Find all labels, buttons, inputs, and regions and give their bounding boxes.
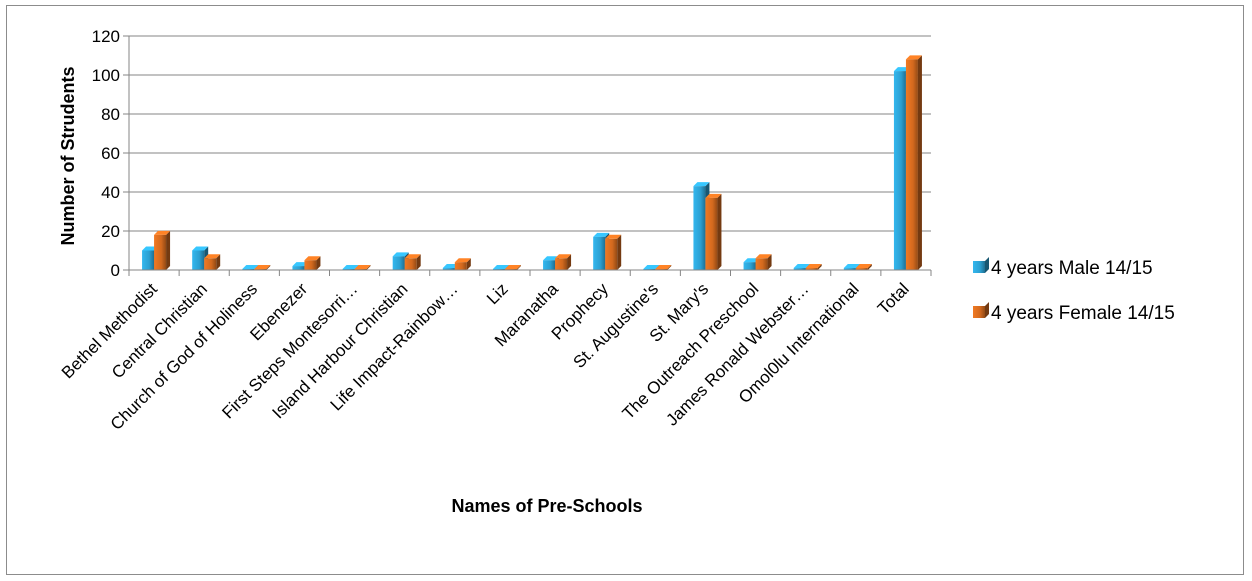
bar — [755, 254, 772, 270]
gridlines — [129, 35, 931, 232]
y-axis-ticks: 0 20 40 60 80 100 120 — [92, 27, 932, 280]
y-tick-label: 60 — [101, 144, 120, 163]
bar — [204, 254, 221, 270]
legend-item: 4 years Male 14/15 — [973, 257, 1153, 279]
chart-area: 0 20 40 60 80 100 120 Bethel Methodist Central … — [6, 5, 1244, 575]
bar — [555, 254, 572, 270]
y-tick-label: 80 — [101, 105, 120, 124]
y-tick-label: 120 — [92, 27, 120, 46]
y-tick-label: 40 — [101, 183, 120, 202]
axes — [128, 36, 931, 271]
bar — [154, 230, 171, 270]
x-category-label: Total — [874, 279, 913, 318]
legend-item: 4 years Female 14/15 — [973, 302, 1175, 324]
bar — [705, 193, 722, 270]
bar — [855, 264, 872, 270]
bar — [404, 254, 421, 270]
y-axis-title: Number of Strudents — [58, 66, 78, 245]
bar — [454, 258, 471, 270]
bar — [805, 264, 822, 270]
bar — [304, 256, 321, 270]
legend-label: 4 years Female 14/15 — [991, 303, 1175, 324]
bars — [142, 55, 922, 271]
legend-swatch — [973, 261, 985, 273]
y-tick-label: 100 — [92, 66, 120, 85]
y-tick-label: 20 — [101, 222, 120, 241]
x-axis-title: Names of Pre-Schools — [451, 496, 642, 516]
legend-label: 4 years Male 14/15 — [991, 258, 1153, 279]
legend: 4 years Male 14/15 4 years Female 14/15 — [973, 257, 1175, 324]
legend-swatch — [973, 306, 985, 318]
bar — [605, 234, 622, 270]
bar — [905, 55, 922, 271]
bar-chart: 0 20 40 60 80 100 120 Bethel MethodistCentral … — [58, 27, 1175, 516]
y-tick-label: 0 — [111, 261, 120, 280]
x-category-label: Liz — [483, 279, 512, 308]
